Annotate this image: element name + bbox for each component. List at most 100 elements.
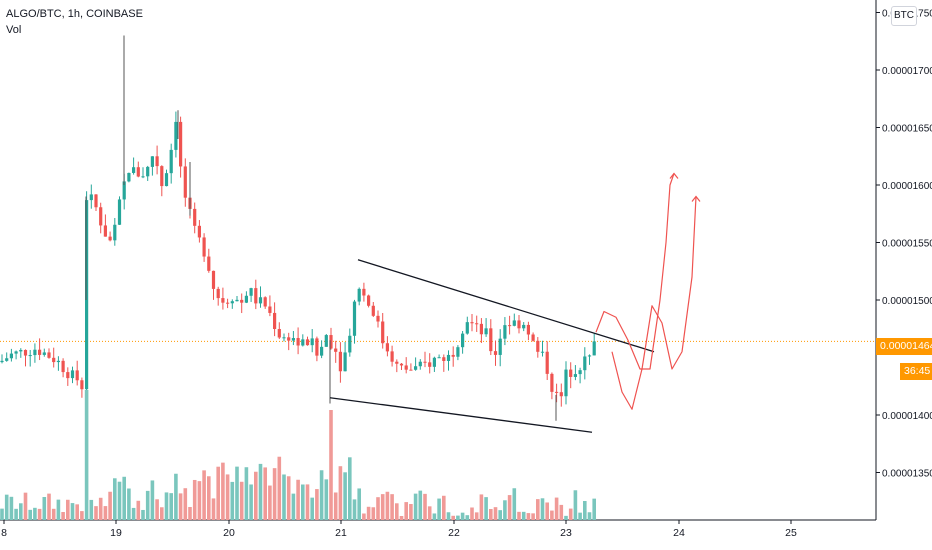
candle-body	[249, 288, 253, 296]
candle-body	[108, 236, 112, 241]
candle-body	[437, 357, 441, 359]
candle-body	[428, 362, 432, 367]
volume-bar	[456, 515, 460, 520]
volume-bar	[592, 498, 596, 520]
candle-body	[221, 298, 225, 303]
candle-body	[5, 358, 9, 361]
volume-bar	[333, 492, 338, 520]
price-axis-label: 0.00001550	[882, 239, 932, 250]
candle-body	[56, 360, 60, 363]
candle-body	[301, 339, 305, 346]
volume-bar	[484, 497, 488, 520]
candle-body	[484, 328, 488, 335]
volume-bar	[357, 488, 361, 520]
volume-bar	[211, 498, 216, 520]
volume-bar	[174, 473, 178, 520]
volume-bar	[470, 507, 474, 520]
candle-body	[85, 200, 89, 390]
volume-bar	[155, 499, 159, 520]
candle-body	[555, 391, 559, 393]
candle-body	[573, 374, 577, 377]
volume-bar	[28, 509, 32, 520]
volume-bar	[113, 478, 117, 520]
candle-body	[592, 341, 596, 356]
volume-bar	[141, 509, 145, 520]
volume-bar	[390, 494, 394, 520]
candle-body	[550, 373, 554, 392]
candle-body	[160, 166, 164, 187]
candle-body	[334, 348, 338, 352]
triangle-upper-line	[357, 259, 655, 353]
candle-body	[343, 352, 347, 372]
volume-bar	[244, 467, 249, 520]
candle-body	[89, 194, 93, 201]
candle-body	[404, 365, 408, 370]
time-axis-label: 22	[448, 527, 460, 539]
price-axis-label: 0.00001600	[882, 181, 932, 192]
candle-body	[117, 199, 122, 225]
candle-body	[240, 299, 244, 303]
candle-body	[282, 337, 286, 339]
candle-body	[587, 355, 592, 357]
volume-bar	[127, 488, 131, 520]
volume-bar	[160, 507, 164, 520]
volume-bar	[136, 500, 141, 520]
candle-body	[291, 338, 295, 341]
currency-button[interactable]: BTC	[891, 6, 917, 26]
candle-body	[75, 370, 79, 381]
volume-bar	[296, 479, 300, 520]
candle-body	[42, 352, 46, 355]
volume-bar	[587, 512, 592, 520]
candle-body	[432, 357, 436, 367]
volume-bar	[14, 508, 18, 520]
volume-bar	[178, 493, 183, 520]
volume-bar	[564, 515, 568, 520]
volume-bar	[573, 490, 578, 520]
candle-body	[367, 295, 371, 306]
volume-bar	[540, 498, 545, 520]
candle-body	[122, 181, 126, 200]
candle-body	[230, 301, 234, 304]
volume-bar	[427, 506, 432, 520]
volume-bar	[371, 507, 376, 520]
price-axis-label: 0.00001650	[882, 124, 932, 135]
volume-bar	[301, 484, 305, 520]
candle-body	[127, 172, 131, 182]
volume-bar	[310, 497, 314, 520]
candle-body	[226, 302, 230, 304]
volume-bar	[451, 515, 455, 520]
candle-body	[465, 322, 469, 334]
candle-body	[132, 167, 136, 173]
volume-bar	[169, 493, 173, 520]
volume-bar	[282, 474, 286, 520]
candle-body	[235, 299, 239, 302]
candle-body	[362, 288, 366, 296]
candle-body	[526, 324, 530, 335]
candle-body	[381, 321, 385, 344]
volume-bar	[61, 512, 65, 520]
candle-body	[489, 328, 493, 352]
candle-body	[456, 347, 460, 357]
candle-body	[150, 156, 154, 167]
last-price-tag: 0.00001464	[876, 338, 932, 355]
volume-bar	[536, 499, 540, 520]
volume-bar	[80, 511, 84, 520]
forecast-path-1	[595, 173, 675, 370]
volume-bar	[578, 512, 582, 520]
candle-body	[517, 320, 521, 329]
volume-bar	[51, 508, 56, 520]
candle-body	[418, 361, 422, 367]
time-axis-label: 23	[560, 527, 572, 539]
volume-bar	[460, 512, 465, 520]
volume-bar	[23, 492, 28, 520]
volume-bar	[474, 512, 479, 520]
volume-bar	[432, 513, 437, 520]
volume-bar	[4, 494, 9, 520]
volume-bar	[216, 466, 220, 520]
candle-body	[540, 351, 545, 353]
volume-bar	[521, 511, 526, 520]
volume-bar	[413, 493, 418, 520]
volume-bar	[33, 507, 37, 520]
candle-body	[70, 370, 75, 379]
